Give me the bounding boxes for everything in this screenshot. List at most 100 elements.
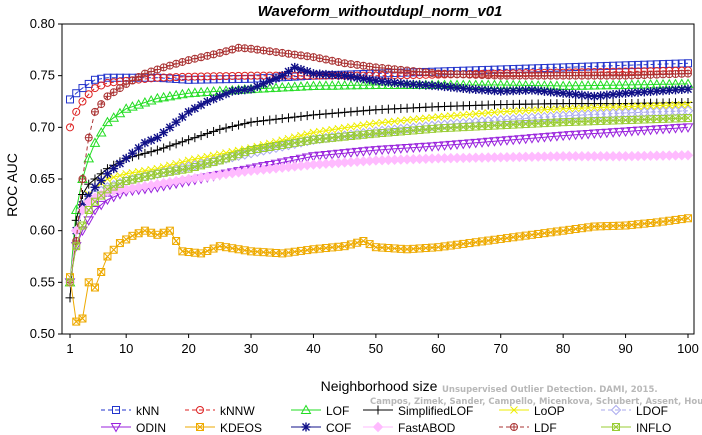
data-point-kdeos [334,242,343,251]
data-point-loop [515,107,524,115]
data-point-odin [620,127,631,137]
data-point-lof [364,79,375,90]
data-point-lof [195,86,207,97]
data-point-loop [347,123,355,131]
data-point-lof [95,126,107,137]
data-point-loop [353,122,362,130]
data-point-ldf [684,69,692,78]
data-point-lof [345,79,357,90]
data-point-inflo [428,124,437,133]
data-point-loop [428,113,436,122]
data-point-kdeos [172,237,181,245]
y-tick-label: 0.55 [30,274,55,289]
data-point-simplifiedlof [308,110,318,120]
data-point-knn [552,63,561,72]
data-point-loop [602,103,611,112]
data-point-knn [621,61,630,70]
data-point-odin [308,152,319,162]
data-point-lof [620,79,631,89]
data-point-inflo [453,123,462,132]
data-point-kdeos [84,278,93,287]
data-point-knnw [184,72,193,81]
data-point-knnw [259,71,268,80]
data-point-loop [652,101,661,110]
data-point-inflo [290,138,299,147]
data-point-simplifiedlof [90,174,100,184]
data-point-odin [670,124,681,134]
data-point-loop [590,103,599,112]
data-point-kdeos [521,231,530,240]
data-point-kdeos [646,219,655,228]
data-point-inflo [527,119,536,128]
data-point-knnw [234,71,243,80]
data-point-knn [609,61,618,70]
data-point-simplifiedlof [271,114,281,124]
data-point-lof [351,79,363,90]
data-point-loop [528,106,536,115]
data-point-kdeos [471,238,480,247]
data-point-knnw [178,72,187,81]
data-point-knnw [240,71,249,80]
data-point-simplifiedlof [221,123,231,133]
data-point-cof [283,67,293,77]
data-point-odin [451,140,463,150]
data-point-knn [215,75,224,84]
data-point-simplifiedlof [327,108,337,118]
legend-marker-knnw [196,406,204,414]
series-line-inflo [69,117,689,283]
data-point-loop [465,110,474,119]
data-point-odin [595,129,606,139]
data-point-loop [359,121,368,129]
data-point-odin [626,127,638,137]
data-point-knn [90,75,99,84]
data-point-knnw [209,72,218,81]
data-point-kdeos [166,226,174,235]
data-point-knn [577,62,586,71]
data-point-odin [682,123,694,133]
legend-marker-loop [510,406,518,414]
data-point-simplifiedlof [177,137,187,147]
data-point-simplifiedlof [240,119,250,129]
data-point-cof [134,144,143,152]
data-point-simplifiedlof [202,129,212,139]
data-point-inflo [178,165,187,174]
data-point-odin [564,131,575,141]
data-point-inflo [684,114,692,123]
data-point-lof [258,82,269,93]
data-point-knn [596,62,605,71]
data-point-lof [276,82,288,92]
data-point-knn [559,63,568,72]
data-point-inflo [684,114,692,123]
data-point-inflo [340,132,349,141]
data-point-lof [314,80,326,90]
data-point-knnw [234,71,243,80]
data-point-loop [434,113,443,121]
data-point-kdeos [353,238,362,247]
data-point-cof [103,169,112,178]
data-point-inflo [684,114,692,122]
data-point-cof [102,169,112,179]
data-point-kdeos [190,248,199,257]
data-point-odin [383,145,394,155]
data-point-cof [521,86,530,95]
data-point-knnw [178,72,187,81]
data-point-kdeos [540,229,549,238]
data-point-lof [127,101,138,111]
data-point-lof [120,103,132,113]
data-point-cof [465,84,475,94]
data-point-cof [171,117,181,127]
data-point-cof [484,86,493,95]
data-point-loop [646,101,655,110]
data-point-cof [353,73,362,82]
data-point-loop [609,103,617,111]
data-point-kdeos [97,268,106,276]
data-point-cof [677,85,686,94]
data-point-inflo [253,145,262,154]
data-point-inflo [321,134,330,143]
data-point-inflo [190,163,199,172]
data-point-knnw [103,78,112,87]
x-tick-label: 90 [618,341,632,356]
data-point-loop [190,155,199,164]
data-point-kdeos [403,245,412,254]
data-point-knnw [215,72,224,81]
